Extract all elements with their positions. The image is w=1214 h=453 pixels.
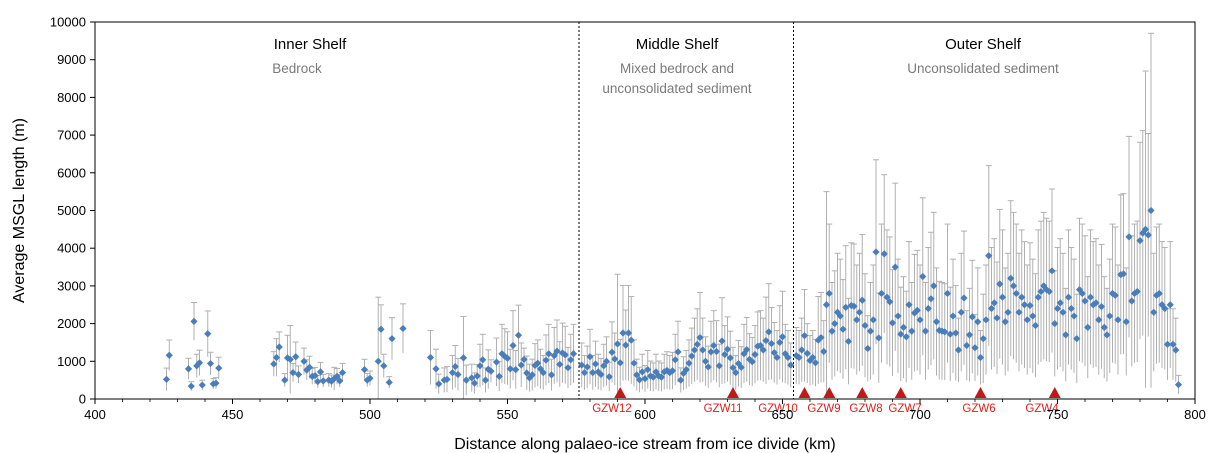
gzw-label: GZW6 <box>962 403 995 415</box>
y-tick-label: 1000 <box>57 354 86 369</box>
x-tick-label: 450 <box>222 407 244 422</box>
x-axis-title: Distance along palaeo-ice stream from ic… <box>454 436 835 453</box>
y-tick-label: 2000 <box>57 316 86 331</box>
x-tick-label: 600 <box>634 407 656 422</box>
y-tick-label: 4000 <box>57 241 86 256</box>
x-tick-label: 650 <box>772 407 794 422</box>
gzw-label: GZW11 <box>704 403 743 415</box>
y-tick-label: 6000 <box>57 165 86 180</box>
zone-title: Outer Shelf <box>945 36 1022 53</box>
y-tick-label: 10000 <box>50 15 86 30</box>
y-tick-label: 0 <box>79 392 86 407</box>
x-tick-label: 500 <box>359 407 381 422</box>
x-tick-label: 800 <box>1184 407 1206 422</box>
gzw-label: GZW8 <box>849 403 882 415</box>
y-tick-label: 9000 <box>57 52 86 67</box>
zone-subtitle: Bedrock <box>272 61 322 76</box>
y-axis-title: Average MSGL length (m) <box>11 118 28 303</box>
gzw-label: GZW12 <box>592 403 632 415</box>
x-tick-label: 750 <box>1047 407 1069 422</box>
zone-subtitle: Mixed bedrock and <box>620 61 734 76</box>
x-tick-label: 550 <box>497 407 519 422</box>
zone-subtitle: Unconsolidated sediment <box>907 61 1059 76</box>
x-tick-label: 700 <box>909 407 931 422</box>
y-tick-label: 5000 <box>57 203 86 218</box>
y-tick-label: 3000 <box>57 278 86 293</box>
gzw-label: GZW9 <box>807 403 840 415</box>
zone-title: Middle Shelf <box>636 36 719 53</box>
zone-subtitle: unconsolidated sediment <box>602 81 752 96</box>
x-tick-label: 400 <box>84 407 106 422</box>
y-tick-label: 8000 <box>57 90 86 105</box>
y-tick-label: 7000 <box>57 128 86 143</box>
zone-title: Inner Shelf <box>274 36 347 53</box>
